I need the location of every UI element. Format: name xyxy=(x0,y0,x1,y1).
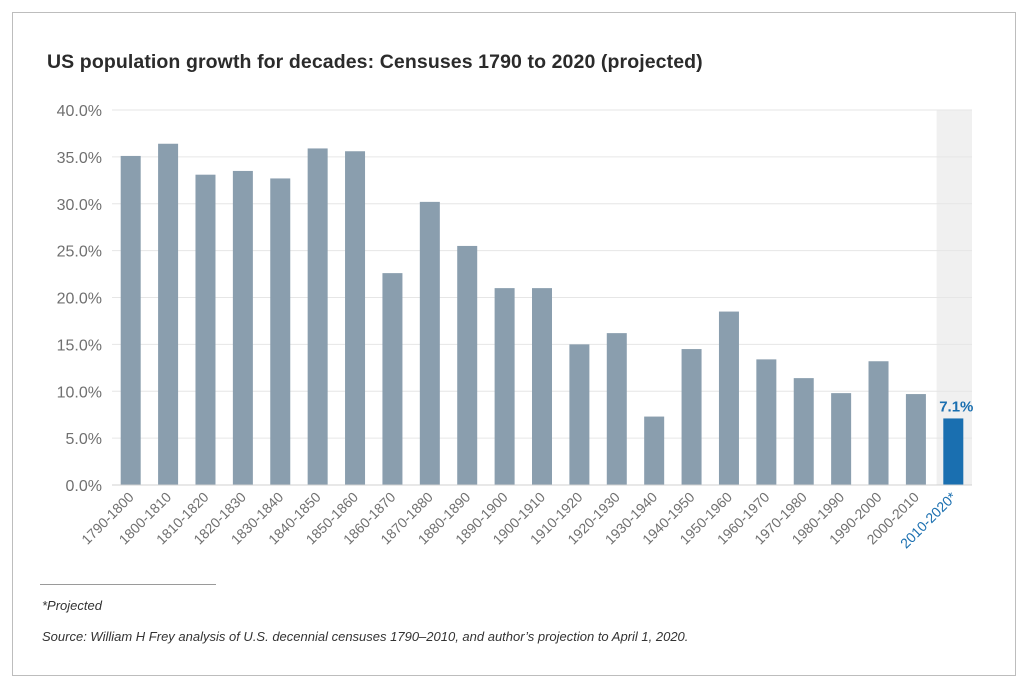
bar xyxy=(532,288,552,485)
chart-title: US population growth for decades: Census… xyxy=(47,51,703,73)
bar xyxy=(793,378,814,485)
y-tick-label: 20.0% xyxy=(57,291,102,308)
bar xyxy=(307,148,328,485)
y-tick-label: 40.0% xyxy=(57,103,102,120)
bar xyxy=(868,361,889,485)
bar xyxy=(494,288,515,485)
bar xyxy=(382,273,403,485)
y-tick-label: 15.0% xyxy=(57,337,102,354)
bar xyxy=(569,344,590,485)
bar xyxy=(158,143,179,485)
bar xyxy=(457,245,478,485)
y-tick-label: 5.0% xyxy=(66,431,102,448)
y-tick-label: 10.0% xyxy=(57,384,102,401)
bar xyxy=(831,393,852,485)
bar xyxy=(419,201,440,485)
bar xyxy=(644,416,665,485)
y-tick-label: 30.0% xyxy=(57,197,102,214)
bar xyxy=(232,170,253,485)
bar xyxy=(756,359,777,485)
bar xyxy=(195,174,216,485)
bar xyxy=(345,151,366,485)
bar xyxy=(905,394,926,485)
bar-projected xyxy=(943,418,964,485)
bar xyxy=(120,155,141,485)
source-note: Source: William H Frey analysis of U.S. … xyxy=(42,629,689,644)
projected-note: *Projected xyxy=(42,598,102,613)
footnote-divider xyxy=(40,584,216,585)
bar xyxy=(681,349,702,485)
bar xyxy=(270,178,291,485)
y-tick-label: 35.0% xyxy=(57,150,102,167)
data-label-projected: 7.1% xyxy=(939,398,973,415)
bar xyxy=(606,333,627,485)
y-tick-label: 0.0% xyxy=(66,478,102,495)
y-tick-label: 25.0% xyxy=(57,244,102,261)
bar xyxy=(718,311,739,485)
